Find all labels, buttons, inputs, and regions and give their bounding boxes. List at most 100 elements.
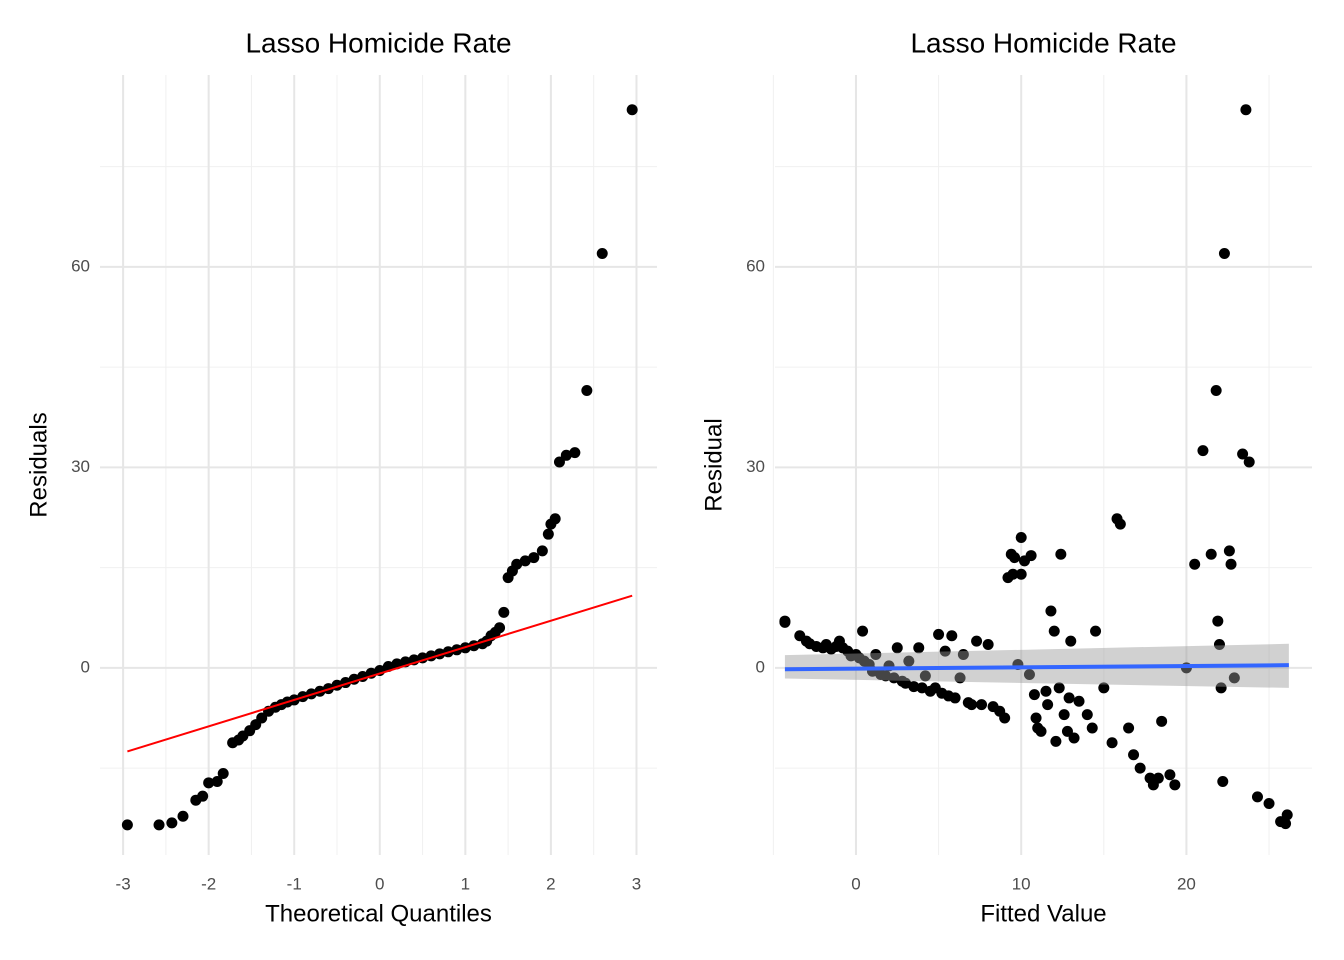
point <box>1215 682 1227 694</box>
x-tick-label: -1 <box>287 874 302 893</box>
point <box>1134 762 1146 774</box>
point <box>900 677 912 689</box>
x-tick-label: 20 <box>1177 874 1196 893</box>
x-tick-label: 3 <box>632 874 641 893</box>
point <box>494 622 506 634</box>
point <box>166 817 178 829</box>
point <box>891 642 903 654</box>
point <box>536 545 548 557</box>
point <box>177 810 189 822</box>
point <box>1237 448 1249 460</box>
y-tick-label: 60 <box>746 256 765 275</box>
point <box>908 681 920 693</box>
x-tick-label: 0 <box>375 874 384 893</box>
point <box>256 712 268 724</box>
point <box>1025 550 1037 562</box>
point <box>1048 625 1060 637</box>
point <box>560 449 572 461</box>
fit-line <box>127 594 633 753</box>
y-tick-label: 30 <box>71 457 90 476</box>
point <box>1042 699 1054 711</box>
point <box>1197 445 1209 457</box>
point <box>1156 715 1168 727</box>
point <box>933 628 945 640</box>
point <box>1251 791 1263 803</box>
point <box>1280 818 1292 830</box>
point <box>1028 689 1040 701</box>
point <box>1007 568 1019 580</box>
point <box>779 615 791 627</box>
point <box>1213 638 1225 650</box>
x-tick-label: 2 <box>546 874 555 893</box>
point <box>1106 737 1118 749</box>
point <box>1063 692 1075 704</box>
point <box>1098 682 1110 694</box>
point <box>1045 605 1057 617</box>
point <box>857 625 869 637</box>
point <box>1243 456 1255 468</box>
point <box>1023 669 1035 681</box>
point <box>1009 552 1021 564</box>
point <box>1055 548 1067 560</box>
point <box>966 699 978 711</box>
x-tick-label: -3 <box>116 874 131 893</box>
point <box>1223 545 1235 557</box>
point <box>1210 384 1222 396</box>
point <box>949 692 961 704</box>
point <box>880 670 892 682</box>
point <box>976 699 988 711</box>
point <box>946 630 958 642</box>
x-tick-label: 10 <box>1012 874 1031 893</box>
point <box>1263 798 1275 810</box>
point <box>1058 709 1070 721</box>
point <box>1128 749 1140 761</box>
x-axis-title: Fitted Value <box>980 900 1106 927</box>
point <box>1205 548 1217 560</box>
chart-title: Lasso Homicide Rate <box>245 27 511 58</box>
point <box>121 819 133 831</box>
x-tick-label: -2 <box>201 874 216 893</box>
point <box>542 528 554 540</box>
point <box>1065 635 1077 647</box>
y-tick-label: 0 <box>81 657 90 676</box>
x-axis-title: Theoretical Quantiles <box>265 900 492 927</box>
point <box>498 606 510 618</box>
point <box>916 682 928 694</box>
point <box>1189 558 1201 570</box>
point <box>553 456 565 468</box>
point <box>1073 695 1085 707</box>
point <box>153 819 165 831</box>
x-tick-label: 1 <box>461 874 470 893</box>
point <box>1169 779 1181 791</box>
point <box>1053 682 1065 694</box>
point <box>1212 615 1224 627</box>
fit-line <box>784 663 1289 672</box>
chart-title: Lasso Homicide Rate <box>910 27 1176 58</box>
y-axis-title: Residuals <box>25 412 52 517</box>
point <box>919 670 931 682</box>
point <box>1015 532 1027 544</box>
point <box>888 672 900 684</box>
point <box>1081 709 1093 721</box>
point <box>1225 558 1237 570</box>
point <box>197 790 209 802</box>
point <box>549 513 561 525</box>
point <box>217 767 229 779</box>
point <box>982 638 994 650</box>
point <box>596 247 608 259</box>
point <box>971 635 983 647</box>
point <box>581 384 593 396</box>
point <box>957 648 969 660</box>
point <box>1123 722 1135 734</box>
point <box>1015 568 1027 580</box>
point <box>939 645 951 657</box>
point <box>913 642 925 654</box>
point <box>1068 732 1080 744</box>
point <box>1035 725 1047 737</box>
point <box>1061 725 1073 737</box>
y-axis-title: Residual <box>700 418 727 511</box>
point <box>1228 672 1240 684</box>
point <box>211 775 223 787</box>
